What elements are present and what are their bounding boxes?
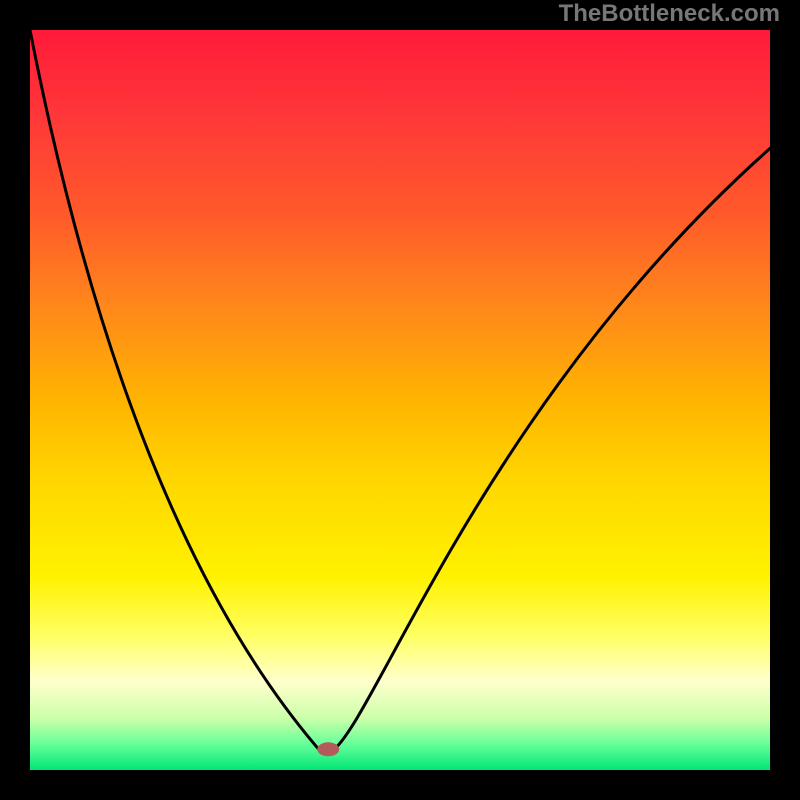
watermark-text: TheBottleneck.com	[559, 0, 780, 28]
gradient-background	[30, 30, 770, 770]
plot-area	[30, 30, 770, 770]
chart-svg	[30, 30, 770, 770]
figure-root: TheBottleneck.com	[0, 0, 800, 800]
optimal-point-marker	[317, 742, 339, 756]
